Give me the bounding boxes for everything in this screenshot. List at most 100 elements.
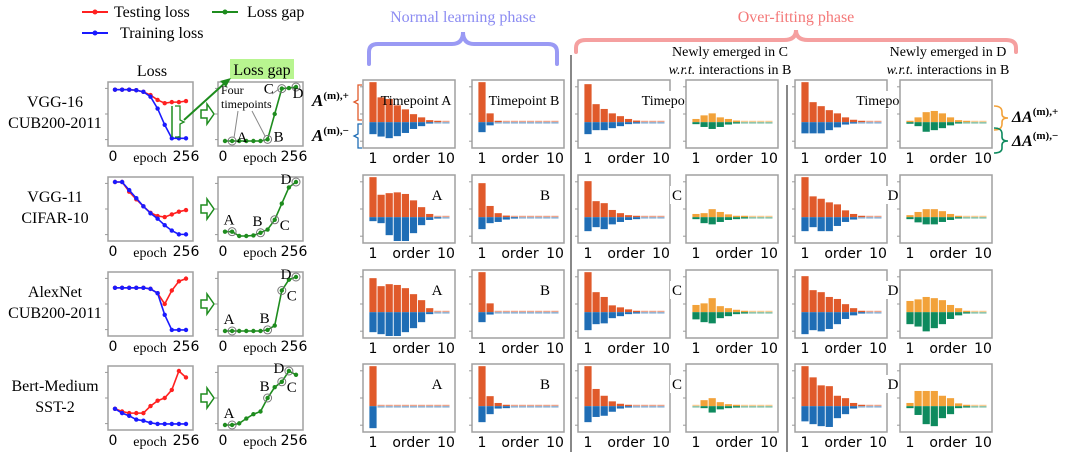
loss-chart-frame <box>107 81 194 147</box>
negative-bar <box>825 122 833 131</box>
negative-bar <box>641 217 649 219</box>
positive-bar <box>914 299 922 313</box>
x-tick-label: 1 <box>801 341 810 357</box>
negative-bar <box>801 122 809 134</box>
positive-bar <box>543 404 551 407</box>
x-tick-label: 10 <box>546 435 564 451</box>
training-loss-point <box>134 285 139 290</box>
timepoint-label: C <box>672 377 682 393</box>
negative-bar <box>426 122 434 124</box>
negative-bar <box>385 122 393 139</box>
bar-chart-C: 1 order 10 <box>575 79 671 167</box>
positive-bar <box>825 110 833 123</box>
negative-bar <box>809 406 817 425</box>
loss-gap-point <box>251 138 256 144</box>
loss-gap-point <box>244 138 249 144</box>
bar-chart-frame <box>471 174 565 244</box>
positive-bar <box>906 402 914 407</box>
negative-bar <box>817 406 825 427</box>
negative-bar <box>858 122 866 124</box>
training-loss-point <box>183 421 189 427</box>
bar-chart-frame <box>685 79 779 149</box>
timepoint-label: C <box>672 188 682 204</box>
negative-bar <box>502 312 510 314</box>
bar-chart-frame <box>577 174 671 244</box>
negative-bar <box>716 122 724 127</box>
negative-bar <box>377 312 385 335</box>
x-tick-label: 0 <box>109 433 118 449</box>
negative-bar <box>616 406 624 409</box>
loss-gap-chart: A B CD 0 epoch 256 <box>215 361 307 450</box>
x-axis-label: order <box>392 341 430 357</box>
x-tick-label: 0 <box>109 339 118 355</box>
negative-bar <box>858 312 866 314</box>
negative-bar <box>979 406 987 408</box>
x-axis-label: order <box>824 246 862 262</box>
testing-loss-point <box>134 410 139 416</box>
negative-bar <box>708 217 716 225</box>
x-axis-label: order <box>929 151 967 167</box>
x-tick-label: 1 <box>369 246 378 262</box>
training-loss-point <box>119 179 125 185</box>
negative-bar <box>971 122 979 124</box>
x-axis-label: order <box>824 151 862 167</box>
x-axis-label: order <box>607 435 645 451</box>
loss-chart: 0 epoch 256 <box>105 365 199 450</box>
negative-bar <box>930 312 938 329</box>
negative-bar <box>641 406 649 408</box>
timepoint-label: A <box>224 312 235 328</box>
loss-gap-point <box>229 138 235 144</box>
x-tick-label: 10 <box>652 151 670 167</box>
positive-bar <box>809 377 817 407</box>
positive-bar <box>600 395 608 407</box>
negative-bar <box>377 406 385 408</box>
x-tick-label: 1 <box>369 341 378 357</box>
x-tick-label: 1 <box>906 151 915 167</box>
positive-bar <box>801 82 809 123</box>
positive-bar <box>434 310 442 313</box>
negative-bar <box>600 312 608 324</box>
negative-bar <box>478 312 486 323</box>
negative-bar <box>757 122 765 124</box>
negative-bar <box>700 312 708 323</box>
negative-bar <box>385 406 393 408</box>
positive-bar <box>535 215 543 218</box>
x-axis-label: epoch <box>133 341 166 356</box>
negative-bar <box>749 217 757 219</box>
negative-bar <box>624 217 633 220</box>
x-axis-label: order <box>715 341 753 357</box>
negative-bar <box>649 312 657 314</box>
negative-bar <box>692 122 700 125</box>
loss-gap-point <box>229 229 235 234</box>
bar-chart-B: 1 order 10 <box>469 269 565 357</box>
positive-bar <box>478 183 486 218</box>
positive-bar <box>494 120 502 123</box>
negative-bar <box>657 406 665 408</box>
testing-loss-point <box>169 212 174 217</box>
negative-bar <box>393 406 401 408</box>
positive-bar <box>426 404 434 407</box>
x-axis-label: order <box>607 151 645 167</box>
bar-chart-dD: 1 order 10 <box>897 269 993 357</box>
loss-gap-point <box>237 421 242 426</box>
positive-bar <box>616 116 624 123</box>
negative-bar <box>393 217 401 241</box>
negative-bar <box>418 122 426 127</box>
negative-bar <box>946 122 955 126</box>
negative-bar <box>535 122 543 124</box>
training-loss-point <box>141 204 146 209</box>
newly-emerged-c-line1: Newly emerged in C <box>672 45 788 60</box>
positive-bar <box>841 210 850 218</box>
positive-bar <box>963 310 971 313</box>
loss-gap-point <box>258 138 263 144</box>
negative-bar <box>494 312 502 314</box>
positive-bar <box>633 310 641 313</box>
positive-bar <box>442 310 450 313</box>
negative-bar <box>833 406 841 419</box>
timepoint-label: D <box>281 267 292 283</box>
negative-bar <box>930 217 938 225</box>
negative-bar <box>633 312 641 314</box>
positive-bar <box>442 215 450 218</box>
x-tick-label: 1 <box>692 151 701 167</box>
